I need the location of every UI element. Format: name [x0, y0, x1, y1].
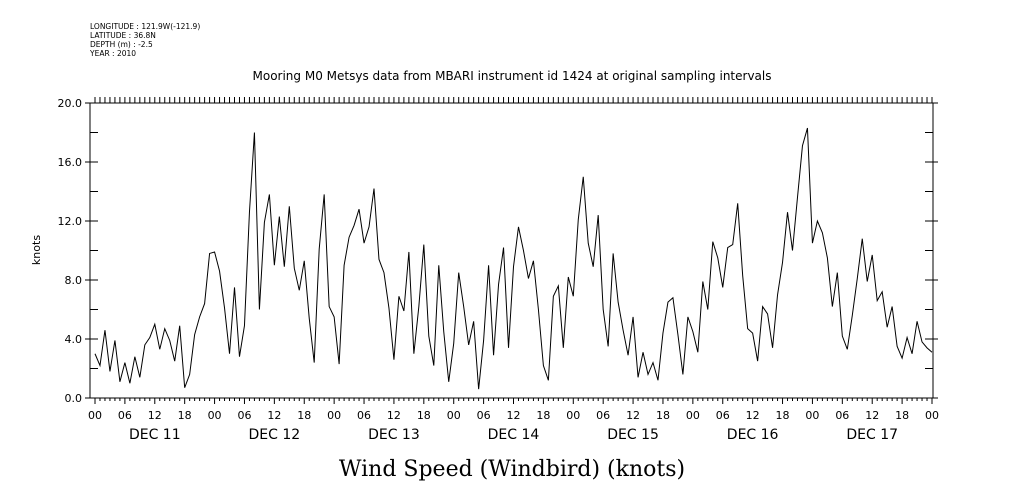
chart-title: Mooring M0 Metsys data from MBARI instru…: [253, 69, 772, 83]
top-minor-ticks: [95, 97, 932, 401]
y-tick-label: 8.0: [65, 274, 83, 287]
x-tick-label: 06: [716, 409, 730, 422]
x-tick-label: 00: [327, 409, 341, 422]
x-tick-label: 18: [417, 409, 431, 422]
x-tick-label: 00: [88, 409, 102, 422]
x-tick-label: 06: [835, 409, 849, 422]
y-tick-label: 0.0: [65, 392, 83, 405]
x-tick-label: 18: [895, 409, 909, 422]
x-tick-label: 12: [267, 409, 281, 422]
day-label: DEC 13: [368, 427, 420, 443]
y-tick-label: 20.0: [58, 97, 83, 110]
x-tick-label: 12: [387, 409, 401, 422]
y-axis: 0.0 4.0 8.0 12.0 16.0 20.0: [58, 97, 939, 405]
x-axis: 00 06 12 18 00 06 12 18 00 06 12 18 00 06 12 18 00 06 12 18…: [88, 398, 939, 443]
x-tick-label: 18: [776, 409, 790, 422]
x-tick-label: 18: [297, 409, 311, 422]
x-tick-label: 00: [208, 409, 222, 422]
y-axis-label: knots: [30, 235, 43, 265]
x-tick-label: 18: [536, 409, 550, 422]
day-label: DEC 17: [846, 427, 898, 443]
x-tick-label: 12: [507, 409, 521, 422]
wind-speed-chart: Mooring M0 Metsys data from MBARI instru…: [0, 0, 1009, 504]
x-tick-label: 06: [596, 409, 610, 422]
y-tick-label: 12.0: [58, 215, 83, 228]
x-tick-label: 12: [626, 409, 640, 422]
day-label: DEC 15: [607, 427, 659, 443]
day-label: DEC 14: [488, 427, 540, 443]
x-tick-label: 12: [148, 409, 162, 422]
x-tick-label: 12: [746, 409, 760, 422]
x-tick-label: 06: [357, 409, 371, 422]
x-tick-label: 00: [686, 409, 700, 422]
x-tick-label: 06: [237, 409, 251, 422]
day-label: DEC 11: [129, 427, 181, 443]
x-axis-label: Wind Speed (Windbird) (knots): [339, 457, 685, 482]
series-group: [95, 128, 932, 389]
x-tick-label: 12: [865, 409, 879, 422]
y-tick-label: 4.0: [65, 333, 83, 346]
y-tick-label: 16.0: [58, 156, 83, 169]
day-label: DEC 16: [727, 427, 779, 443]
x-tick-label: 18: [656, 409, 670, 422]
x-tick-label: 00: [566, 409, 580, 422]
x-tick-label: 06: [477, 409, 491, 422]
x-tick-label: 18: [178, 409, 192, 422]
x-tick-label: 00: [805, 409, 819, 422]
x-tick-label: 00: [925, 409, 939, 422]
x-tick-label: 06: [118, 409, 132, 422]
x-tick-label: 00: [447, 409, 461, 422]
day-label: DEC 12: [249, 427, 301, 443]
hourly-minor-ticks: [95, 97, 932, 401]
wind-speed-series-line: [95, 128, 932, 389]
plot-frame: [90, 103, 933, 398]
